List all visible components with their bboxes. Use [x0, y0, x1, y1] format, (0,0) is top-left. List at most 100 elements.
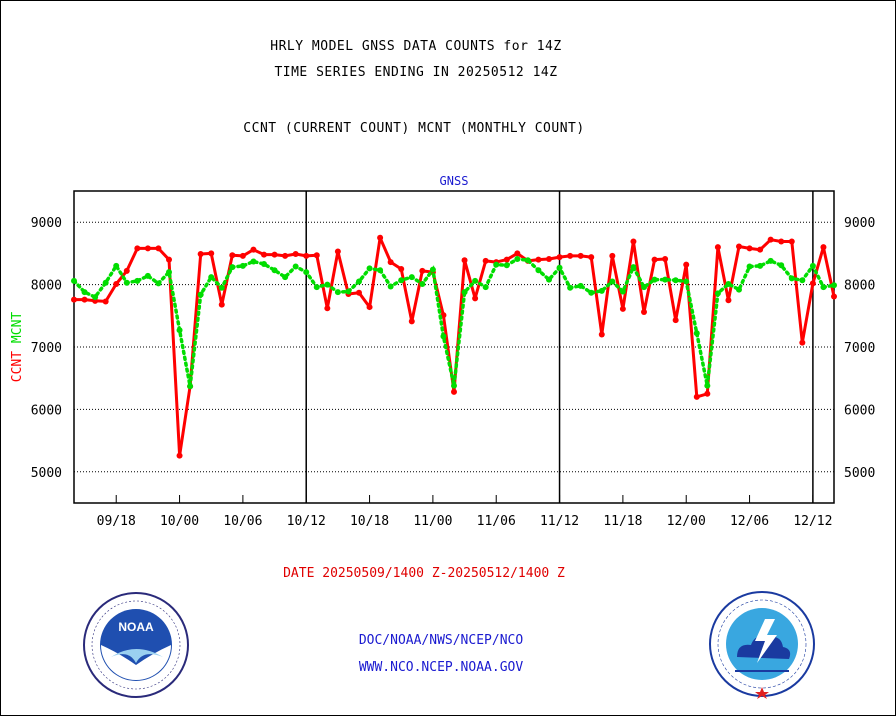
x-tick-label: 11/06 [477, 514, 516, 529]
data-point-mcnt [102, 279, 109, 286]
data-point-ccnt [113, 280, 120, 287]
data-point-mcnt [313, 284, 320, 291]
data-point-mcnt [271, 267, 278, 274]
data-point-mcnt [134, 277, 141, 284]
y-axis-label-mcnt: MCNT [10, 312, 25, 351]
footer-url[interactable]: WWW.NCO.NCEP.NOAA.GOV [358, 660, 524, 675]
data-point-mcnt [641, 284, 647, 291]
data-point-ccnt [408, 318, 415, 325]
data-point-mcnt [166, 269, 172, 276]
data-point-mcnt [429, 266, 436, 273]
data-point-mcnt [261, 261, 267, 268]
data-point-ccnt [451, 388, 457, 395]
data-point-mcnt [113, 262, 120, 269]
data-point-ccnt [556, 254, 563, 261]
data-point-mcnt [229, 264, 236, 271]
data-point-mcnt [472, 277, 479, 284]
data-point-ccnt [387, 259, 394, 266]
data-point-ccnt [641, 309, 647, 316]
data-point-ccnt [757, 246, 764, 253]
y-tick-label-right: 9000 [844, 216, 875, 231]
data-point-mcnt [334, 289, 341, 296]
data-point-mcnt [746, 263, 753, 270]
data-point-ccnt [229, 252, 236, 259]
data-point-mcnt [672, 277, 679, 284]
data-point-ccnt [81, 296, 88, 303]
data-point-mcnt [482, 284, 489, 291]
data-point-mcnt [71, 277, 77, 284]
data-point-mcnt [419, 280, 426, 287]
x-tick-label: 12/00 [667, 514, 706, 529]
data-point-ccnt [102, 298, 109, 305]
y-tick-label-right: 8000 [844, 279, 875, 294]
data-point-mcnt [440, 333, 447, 340]
data-point-mcnt [176, 327, 183, 334]
data-point-ccnt [144, 245, 151, 252]
noaa-wordmark: NOAA [118, 620, 154, 634]
data-point-ccnt [672, 317, 679, 324]
data-point-mcnt [503, 262, 510, 269]
data-point-mcnt [366, 265, 373, 272]
x-tick-label: 10/18 [350, 514, 389, 529]
x-tick-label: 10/00 [160, 514, 199, 529]
x-tick-label: 11/18 [603, 514, 642, 529]
data-point-mcnt [535, 267, 542, 274]
data-point-ccnt [250, 246, 257, 253]
data-point-ccnt [831, 293, 837, 300]
data-point-ccnt [261, 251, 267, 258]
data-point-ccnt [197, 251, 204, 258]
y-tick-label-right: 7000 [844, 341, 875, 356]
data-point-mcnt [704, 382, 711, 389]
data-point-ccnt [767, 236, 774, 243]
data-point-ccnt [609, 252, 616, 259]
x-tick-label: 10/06 [223, 514, 262, 529]
data-point-mcnt [250, 258, 257, 265]
data-point-ccnt [588, 254, 595, 261]
data-point-ccnt [208, 250, 215, 257]
data-point-mcnt [123, 279, 130, 286]
data-point-ccnt [218, 301, 225, 308]
data-point-mcnt [197, 291, 204, 298]
y-tick-label-left: 7000 [31, 341, 62, 356]
y-tick-label-left: 5000 [31, 466, 62, 481]
data-point-ccnt [778, 238, 785, 245]
data-point-mcnt [683, 278, 690, 285]
data-point-ccnt [176, 452, 183, 459]
data-point-mcnt [218, 284, 225, 291]
data-point-mcnt [356, 278, 362, 285]
x-tick-label: 12/12 [793, 514, 832, 529]
data-point-ccnt [377, 234, 384, 241]
data-point-mcnt [820, 284, 827, 291]
data-point-mcnt [778, 262, 785, 269]
chart-title-line2: TIME SERIES ENDING IN 20250512 14Z [274, 65, 558, 80]
data-point-ccnt [239, 252, 246, 259]
data-point-mcnt [546, 276, 552, 283]
data-point-mcnt [377, 267, 384, 274]
data-point-mcnt [693, 330, 700, 337]
data-point-ccnt [546, 256, 552, 263]
data-point-ccnt [799, 339, 806, 346]
data-point-ccnt [503, 256, 510, 263]
data-point-mcnt [92, 294, 99, 301]
data-point-mcnt [282, 274, 289, 281]
x-tick-label: 10/12 [287, 514, 326, 529]
data-point-mcnt [556, 264, 563, 271]
y-tick-label-left: 9000 [31, 216, 62, 231]
data-point-mcnt [757, 262, 764, 269]
data-point-ccnt [303, 252, 310, 259]
data-point-mcnt [303, 269, 310, 276]
noaa-logo: NOAA [83, 592, 189, 698]
x-tick-label: 12/06 [730, 514, 769, 529]
data-point-ccnt [155, 245, 162, 252]
data-point-ccnt [567, 252, 574, 259]
data-point-mcnt [144, 272, 151, 279]
data-point-ccnt [313, 252, 320, 259]
data-point-ccnt [398, 266, 405, 272]
data-point-ccnt [282, 252, 289, 259]
data-point-ccnt [651, 256, 658, 263]
data-point-ccnt [619, 305, 626, 312]
nws-logo [709, 591, 815, 699]
data-point-mcnt [588, 289, 595, 296]
x-tick-label: 11/00 [413, 514, 452, 529]
